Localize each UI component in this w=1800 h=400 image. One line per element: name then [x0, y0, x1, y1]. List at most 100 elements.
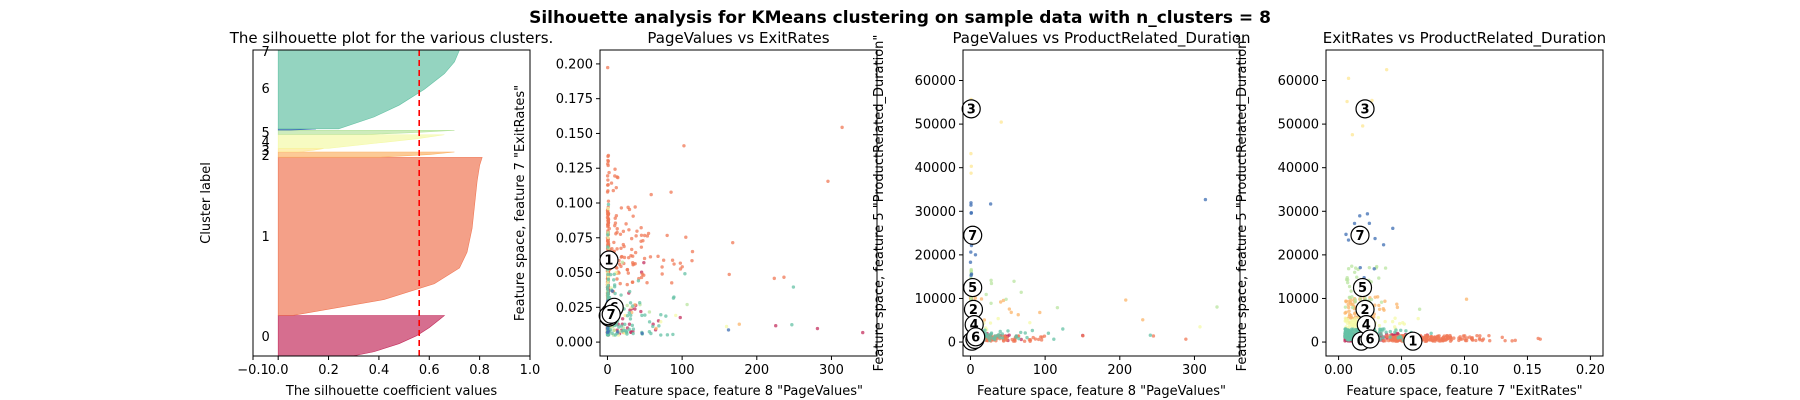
- scatter-point: [1012, 279, 1016, 283]
- scatter-point: [993, 337, 997, 342]
- scatter-point: [1396, 336, 1400, 340]
- scatter-point: [625, 330, 629, 334]
- scatter-point: [979, 297, 984, 301]
- scatter-point: [1464, 338, 1469, 343]
- cluster-center-5: 5: [1352, 277, 1373, 298]
- scatter-point: [608, 272, 613, 277]
- scatter-point: [627, 289, 632, 294]
- scatter-point: [639, 309, 643, 314]
- y-tick-label: 50000: [915, 118, 956, 133]
- scatter-point: [1355, 275, 1359, 279]
- scatter-point: [669, 190, 673, 194]
- scatter-point: [1424, 334, 1429, 339]
- scatter-point: [637, 301, 642, 305]
- scatter-point: [988, 321, 993, 325]
- scatter-point: [973, 296, 978, 300]
- x-axis-label: The silhouette coefficient values: [285, 384, 497, 399]
- cluster-center-circle: [963, 225, 983, 245]
- scatter-point: [610, 289, 615, 293]
- scatter-point: [618, 232, 623, 236]
- scatter-point: [973, 253, 978, 257]
- cluster-label-7: 7: [261, 45, 269, 60]
- scatter-point: [651, 324, 655, 329]
- scatter-point: [607, 170, 611, 175]
- scatter-point: [606, 178, 610, 182]
- plot-area: [605, 65, 865, 337]
- y-tick-label: 30000: [1278, 205, 1319, 220]
- cluster-center-label: 4: [970, 318, 979, 333]
- silhouette-cluster-7: [277, 128, 316, 131]
- scatter-point: [1381, 243, 1386, 247]
- scatter-point: [660, 265, 664, 269]
- figure-suptitle: Silhouette analysis for KMeans clusterin…: [529, 8, 1271, 28]
- scatter-point: [605, 291, 610, 296]
- y-tick-label: 0.000: [556, 336, 593, 351]
- scatter-point: [639, 233, 644, 237]
- scatter-point: [690, 258, 694, 263]
- scatter-point: [969, 272, 974, 276]
- cluster-center-label: 5: [968, 281, 977, 296]
- plot-area: [277, 50, 483, 356]
- scatter-point: [968, 260, 973, 264]
- scatter-point: [1346, 302, 1350, 307]
- silhouette-cluster-4: [277, 134, 445, 149]
- scatter-point: [685, 302, 689, 307]
- scatter-point: [1061, 327, 1065, 331]
- x-axis-label: Feature space, feature 8 "PageValues": [614, 384, 863, 399]
- scatter-point: [645, 280, 649, 285]
- scatter-point: [1477, 336, 1482, 341]
- scatter-point: [1376, 315, 1381, 320]
- scatter-point: [1452, 336, 1456, 340]
- scatter-point: [626, 271, 631, 275]
- scatter-point: [1464, 297, 1469, 301]
- scatter-point: [1388, 335, 1392, 339]
- scatter-point: [615, 323, 619, 327]
- scatter-point: [1345, 99, 1349, 104]
- scatter-point: [1348, 329, 1353, 334]
- scatter-point: [626, 255, 631, 260]
- scatter-point: [606, 206, 610, 211]
- cluster-center-7: 7: [1350, 225, 1370, 245]
- scatter-point: [1393, 336, 1398, 340]
- scatter-point: [1386, 338, 1391, 343]
- scatter-point: [1372, 267, 1376, 271]
- silhouette-cluster-1: [277, 157, 483, 316]
- scatter-point: [969, 151, 973, 156]
- scatter-point: [774, 323, 778, 328]
- y-tick-label: 50000: [1278, 118, 1319, 133]
- scatter-point: [969, 164, 974, 168]
- scatter-point: [969, 267, 973, 272]
- x-axis-label: Feature space, feature 8 "PageValues": [977, 384, 1226, 399]
- scatter-point: [620, 260, 625, 264]
- scatter-point: [1382, 308, 1386, 312]
- scatter-point: [1013, 339, 1017, 343]
- scatter-point: [1344, 232, 1348, 237]
- y-tick-label: 0.025: [556, 301, 593, 316]
- cluster-center-label: 1: [1408, 335, 1417, 350]
- scatter-point: [1383, 266, 1388, 270]
- scatter-point: [629, 236, 634, 241]
- scatter-point: [627, 228, 631, 232]
- scatter-point: [625, 282, 629, 287]
- scatter-point: [1346, 238, 1351, 242]
- scatter-point: [626, 205, 630, 210]
- y-tick-label: 10000: [1278, 292, 1319, 307]
- scatter-point: [690, 249, 695, 254]
- scatter-point: [1345, 321, 1350, 325]
- scatter-point: [1385, 334, 1389, 338]
- scatter-point: [1465, 336, 1469, 340]
- x-tick-label: 300: [819, 363, 844, 378]
- scatter-point: [606, 223, 610, 227]
- scatter-point: [633, 262, 637, 266]
- scatter-point: [1349, 319, 1354, 324]
- scatter-point: [1042, 334, 1047, 338]
- scatter-point: [1052, 337, 1056, 341]
- scatter-point: [1458, 337, 1463, 341]
- scatter-point: [1019, 290, 1023, 294]
- scatter-point: [606, 235, 611, 240]
- scatter-point: [1017, 336, 1021, 341]
- scatter-point: [1378, 327, 1382, 331]
- scatter-point: [1055, 305, 1060, 310]
- scatter-point: [647, 330, 652, 334]
